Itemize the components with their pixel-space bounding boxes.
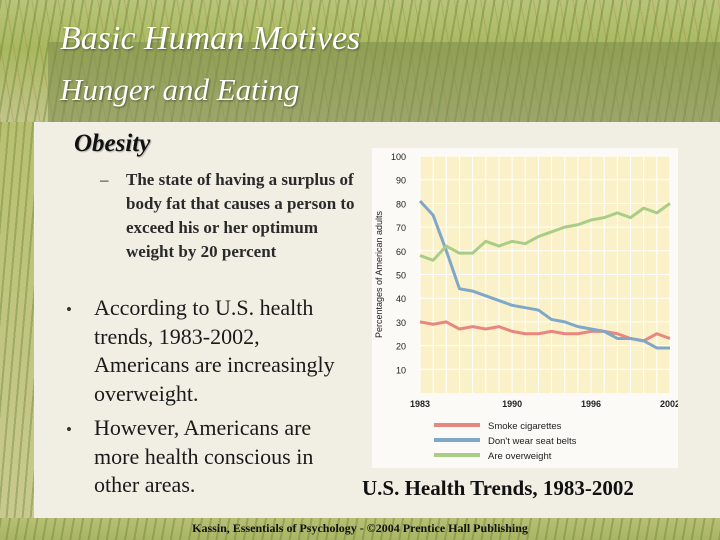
chart-panel: 10 20 30 40 50 60 70 80 90 100 1983 1990 1996 2002 Per…: [372, 148, 680, 468]
y-tick-label: 40: [396, 294, 406, 304]
bullet-marker: •: [66, 300, 72, 319]
definition-text: The state of having a surplus of body fa…: [126, 170, 355, 261]
y-tick-label: 80: [396, 199, 406, 209]
title-plate: [48, 42, 720, 122]
footer-grass-band: [0, 518, 720, 540]
slide-title: Basic Human Motives: [60, 20, 361, 57]
y-tick-label: 20: [396, 342, 406, 352]
y-tick-label: 30: [396, 318, 406, 328]
y-tick-label: 100: [391, 152, 406, 162]
health-trends-chart: 10 20 30 40 50 60 70 80 90 100 1983 1990 1996 2002 Per…: [374, 152, 680, 462]
bullet-text: However, Americans are more health consc…: [94, 415, 314, 497]
x-tick-label: 1996: [581, 399, 601, 409]
y-tick-label: 60: [396, 247, 406, 257]
x-tick-label: 2002: [660, 399, 678, 409]
legend-label: Smoke cigarettes: [488, 421, 562, 432]
y-tick-label: 70: [396, 223, 406, 233]
section-heading: Obesity: [74, 130, 151, 157]
y-axis-label: Percentages of American adults: [374, 210, 384, 338]
x-tick-label: 1990: [502, 399, 522, 409]
bullet-marker: •: [66, 420, 72, 439]
slide-subtitle: Hunger and Eating: [60, 72, 300, 107]
legend-label: Are overweight: [488, 451, 552, 462]
y-tick-label: 90: [396, 176, 406, 186]
footer-credit: Kassin, Essentials of Psychology - ©2004…: [192, 521, 528, 535]
series-line: [418, 200, 670, 350]
series-line: [419, 202, 671, 262]
y-tick-label: 10: [396, 365, 406, 375]
x-tick-label: 1983: [410, 399, 430, 409]
legend-label: Don't wear seat belts: [488, 436, 577, 447]
bullet-text: According to U.S. health trends, 1983-20…: [94, 295, 335, 406]
y-tick-label: 50: [396, 271, 406, 281]
left-grass-strip: [0, 122, 34, 518]
definition-dash: –: [100, 170, 109, 189]
chart-caption: U.S. Health Trends, 1983-2002: [362, 476, 634, 500]
